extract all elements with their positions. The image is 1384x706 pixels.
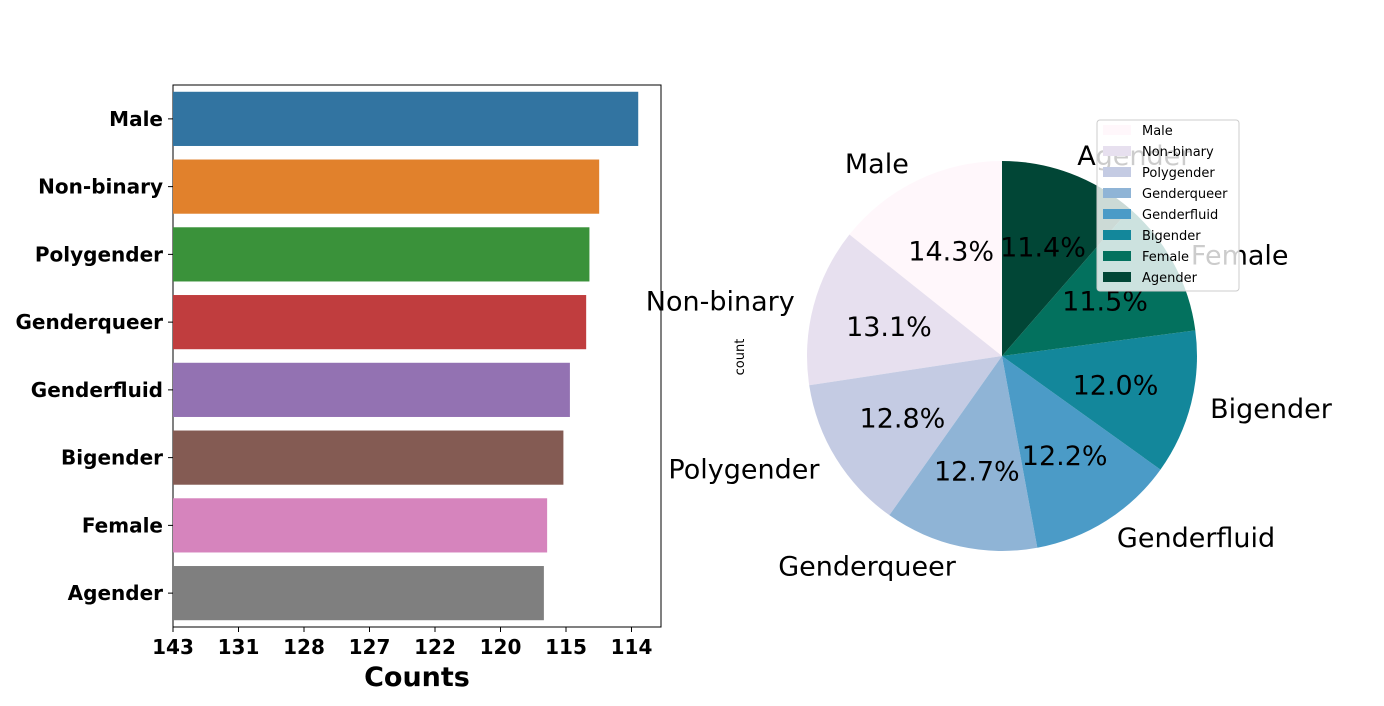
- bar-x-tick-label: 128: [283, 635, 325, 659]
- pie-chart: 14.3% 13.1% 12.8% 12.7% 12.2% 12.0% 11.5% 11.4%…: [646, 119, 1333, 582]
- legend-label-genderqueer: Genderqueer: [1142, 187, 1228, 202]
- pie-percent-genderqueer: 12.7%: [934, 456, 1020, 487]
- bar-category-labels: Male Non-binary Polygender Genderqueer Gende…: [15, 107, 173, 605]
- pie-legend: Male Non-binary Polygender Genderqueer Gende…: [1096, 119, 1240, 292]
- bar-category-label-bigender: Bigender: [61, 446, 163, 470]
- pie-label-polygender: Polygender: [668, 455, 820, 486]
- legend-label-genderfluid: Genderfluid: [1142, 208, 1218, 223]
- legend-entries: Male Non-binary Polygender Genderqueer Gende…: [1103, 124, 1228, 286]
- bar-x-tick-label: 120: [480, 635, 522, 659]
- legend-frame: [1096, 119, 1240, 292]
- legend-swatch-agender: [1103, 272, 1131, 282]
- pie-percent-female: 11.5%: [1062, 287, 1148, 318]
- pie-slice-non-binary: [806, 234, 1002, 386]
- legend-swatch-genderfluid: [1103, 209, 1131, 219]
- pie-label-male: Male: [845, 149, 909, 180]
- bar-genderqueer: [173, 295, 587, 350]
- bar-marks: [173, 91, 639, 621]
- pie-label-genderfluid: Genderfluid: [1117, 523, 1275, 554]
- legend-swatch-genderqueer: [1103, 188, 1131, 198]
- legend-label-polygender: Polygender: [1142, 166, 1215, 181]
- pie-slices: [806, 161, 1197, 551]
- bar-chart: Male Non-binary Polygender Genderqueer Gende…: [15, 84, 662, 693]
- bar-x-axis-label: Counts: [364, 662, 470, 693]
- bar-polygender: [173, 227, 590, 282]
- bar-non-binary: [173, 159, 600, 214]
- legend-swatch-male: [1103, 125, 1131, 135]
- pie-y-axis-label: count: [733, 339, 748, 376]
- legend-swatch-polygender: [1103, 167, 1131, 177]
- legend-label-female: Female: [1142, 250, 1189, 265]
- bar-genderfluid: [173, 362, 570, 417]
- bar-category-label-non-binary: Non-binary: [38, 175, 163, 199]
- bar-category-label-agender: Agender: [68, 581, 163, 605]
- pie-slice-genderfluid: [1002, 356, 1161, 548]
- bar-category-label-polygender: Polygender: [35, 242, 163, 266]
- bar-x-tick-label: 115: [545, 635, 587, 659]
- pie-slice-polygender: [809, 356, 1002, 516]
- pie-label-bigender: Bigender: [1210, 394, 1333, 425]
- legend-label-male: Male: [1142, 124, 1173, 139]
- bar-category-label-genderqueer: Genderqueer: [15, 310, 163, 334]
- bar-x-tick-label: 122: [414, 635, 456, 659]
- pie-percent-polygender: 12.8%: [860, 403, 946, 434]
- bar-x-tick-label: 131: [218, 635, 260, 659]
- pie-slice-bigender: [1002, 330, 1197, 470]
- pie-percent-genderfluid: 12.2%: [1022, 441, 1108, 472]
- bar-x-tick-label: 114: [611, 635, 653, 659]
- bar-category-label-female: Female: [82, 513, 163, 537]
- legend-swatch-non-binary: [1103, 146, 1131, 156]
- bar-chart-frame: [172, 84, 662, 628]
- bar-x-tick-label: 143: [152, 635, 194, 659]
- legend-label-agender: Agender: [1142, 271, 1198, 286]
- pie-percent-bigender: 12.0%: [1073, 370, 1159, 401]
- bar-agender: [173, 566, 544, 621]
- legend-swatch-bigender: [1103, 230, 1131, 240]
- pie-slice-genderqueer: [889, 356, 1038, 551]
- pie-percent-agender: 11.4%: [1000, 232, 1086, 263]
- bar-bigender: [173, 430, 564, 485]
- pie-label-non-binary: Non-binary: [646, 287, 795, 318]
- legend-swatch-female: [1103, 251, 1131, 261]
- bar-male: [173, 91, 639, 146]
- pie-percent-male: 14.3%: [908, 237, 994, 268]
- pie-label-genderqueer: Genderqueer: [778, 551, 956, 582]
- legend-label-bigender: Bigender: [1142, 229, 1201, 244]
- bar-x-tick-label: 127: [349, 635, 391, 659]
- bar-female: [173, 498, 548, 553]
- bar-x-ticks: 143 131 128 127 122 120 115 114: [152, 627, 652, 659]
- bar-category-label-genderfluid: Genderfluid: [31, 378, 163, 402]
- pie-slice-male: [849, 161, 1002, 356]
- legend-label-non-binary: Non-binary: [1142, 145, 1214, 160]
- pie-percent-labels: 14.3% 13.1% 12.8% 12.7% 12.2% 12.0% 11.5% 11.4%: [846, 232, 1158, 487]
- bar-category-label-male: Male: [109, 107, 163, 131]
- pie-percent-non-binary: 13.1%: [846, 312, 932, 343]
